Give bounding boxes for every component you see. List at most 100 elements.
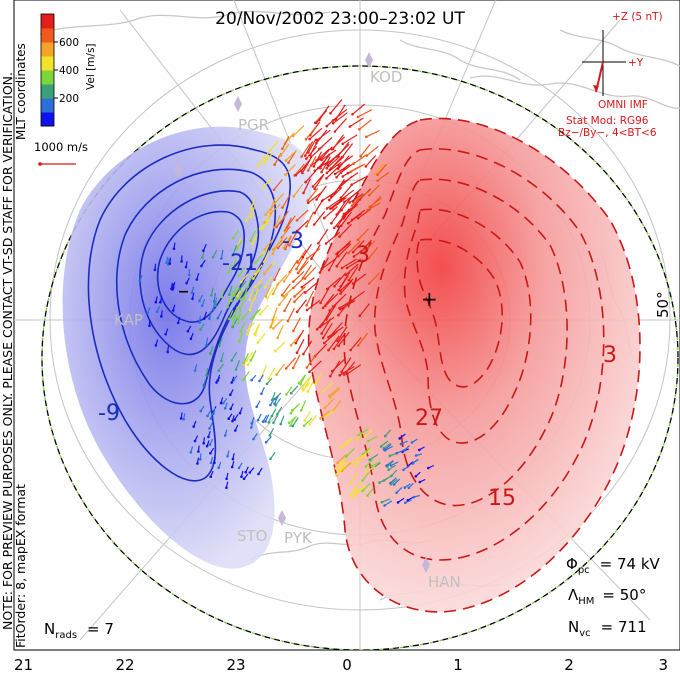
velocity-vector-origin — [230, 465, 234, 469]
velocity-vector-origin — [250, 426, 253, 429]
velocity-vector-origin — [208, 427, 211, 430]
velocity-vector-origin — [376, 173, 379, 177]
velocity-vector-origin — [191, 297, 194, 301]
velocity-vector-origin — [231, 325, 234, 329]
velocity-vector-origin — [198, 321, 201, 324]
velocity-vector-origin — [231, 253, 235, 256]
velocity-vector — [357, 190, 371, 201]
velocity-vector — [296, 338, 305, 353]
mlt-tick-label: 1 — [453, 656, 463, 674]
velocity-vector-origin — [242, 361, 245, 365]
velocity-vector — [250, 350, 257, 361]
velocity-vector — [348, 240, 361, 254]
velocity-vector — [330, 208, 343, 224]
velocity-vector-origin — [249, 239, 252, 243]
velocity-vector — [367, 487, 374, 496]
velocity-vector — [360, 143, 371, 157]
velocity-vector-origin — [138, 279, 142, 283]
velocity-vector-origin — [202, 317, 206, 320]
velocity-vectors — [138, 99, 435, 507]
velocity-vector-origin — [320, 170, 323, 174]
velocity-vector-origin — [299, 382, 302, 386]
velocity-vector-origin — [302, 352, 305, 356]
velocity-vector-origin — [305, 157, 308, 160]
velocity-vector — [306, 354, 317, 368]
velocity-vector-origin — [236, 294, 239, 298]
velocity-vector-origin — [325, 166, 329, 170]
velocity-vector — [338, 331, 350, 347]
velocity-vector — [233, 284, 238, 294]
velocity-vector-origin — [382, 479, 386, 482]
velocity-vector — [281, 195, 291, 208]
velocity-vector — [328, 386, 340, 397]
velocity-vector — [314, 174, 325, 190]
velocity-vector-origin — [292, 280, 295, 283]
velocity-vector — [377, 163, 387, 176]
velocity-vector — [290, 385, 299, 394]
velocity-vector-origin — [309, 153, 312, 157]
velocity-vector — [290, 416, 296, 426]
velocity-vector — [340, 184, 353, 199]
velocity-vector — [371, 460, 381, 467]
velocity-vector-origin — [279, 422, 283, 426]
velocity-vector-origin — [347, 198, 350, 201]
velocity-vector — [300, 400, 307, 411]
color-bar: 200 400 600 Vel [m/s] — [40, 13, 97, 127]
velocity-vector-origin — [257, 472, 260, 476]
velocity-vector-origin — [235, 297, 239, 301]
contour-label-neg-21: -21 — [222, 251, 258, 276]
velocity-vector — [341, 258, 357, 269]
velocity-vector-origin — [318, 271, 322, 274]
velocity-vector — [285, 150, 297, 162]
velocity-vector — [328, 326, 344, 338]
velocity-vector-origin — [186, 329, 190, 333]
velocity-vector — [280, 143, 290, 156]
velocity-vector — [235, 359, 240, 370]
velocity-vector-origin — [217, 369, 220, 373]
velocity-vector-origin — [306, 390, 310, 393]
velocity-vector-origin — [238, 340, 241, 344]
velocity-vector — [269, 427, 275, 436]
velocity-vector-origin — [295, 351, 299, 355]
velocity-vector-origin — [223, 434, 227, 437]
velocity-vector-origin — [352, 489, 356, 492]
velocity-vector — [313, 211, 326, 225]
imf-model: Stat Mod: RG96 — [566, 115, 649, 127]
velocity-vector-origin — [338, 373, 342, 377]
velocity-vector-origin — [339, 224, 343, 227]
velocity-vector-origin — [387, 468, 391, 472]
velocity-vector-origin — [193, 369, 197, 372]
velocity-vector — [221, 288, 226, 298]
velocity-vector — [302, 243, 312, 258]
velocity-vector-origin — [330, 221, 333, 225]
velocity-vector — [374, 162, 386, 175]
velocity-vector-origin — [263, 248, 267, 251]
velocity-vector-origin — [220, 359, 223, 363]
velocity-vector-origin — [211, 308, 215, 311]
velocity-vector — [314, 343, 328, 357]
velocity-vector-origin — [261, 420, 265, 424]
velocity-vector-origin — [304, 138, 308, 141]
velocity-vector-origin — [289, 391, 293, 395]
velocity-vector-origin — [207, 435, 210, 439]
velocity-vector — [351, 176, 367, 186]
velocity-vector — [294, 286, 307, 297]
velocity-vector-origin — [329, 207, 332, 210]
note-line-1: NOTE: FOR PREVIEW PURPOSES ONLY. PLEASE … — [0, 72, 15, 630]
velocity-vector-origin — [217, 344, 221, 348]
velocity-vector-origin — [171, 288, 174, 291]
velocity-vector — [342, 134, 358, 145]
velocity-vector — [254, 277, 264, 288]
velocity-vector — [285, 357, 297, 369]
velocity-vector-origin — [292, 194, 296, 198]
velocity-vector-origin — [351, 113, 354, 116]
velocity-vector-origin — [256, 164, 260, 168]
velocity-vector — [284, 298, 292, 312]
velocity-vector — [228, 285, 233, 295]
velocity-vector — [353, 246, 368, 257]
velocity-vector-origin — [336, 225, 340, 228]
velocity-vector-origin — [349, 493, 353, 497]
velocity-vector-origin — [282, 246, 286, 249]
velocity-vector-origin — [284, 173, 287, 176]
